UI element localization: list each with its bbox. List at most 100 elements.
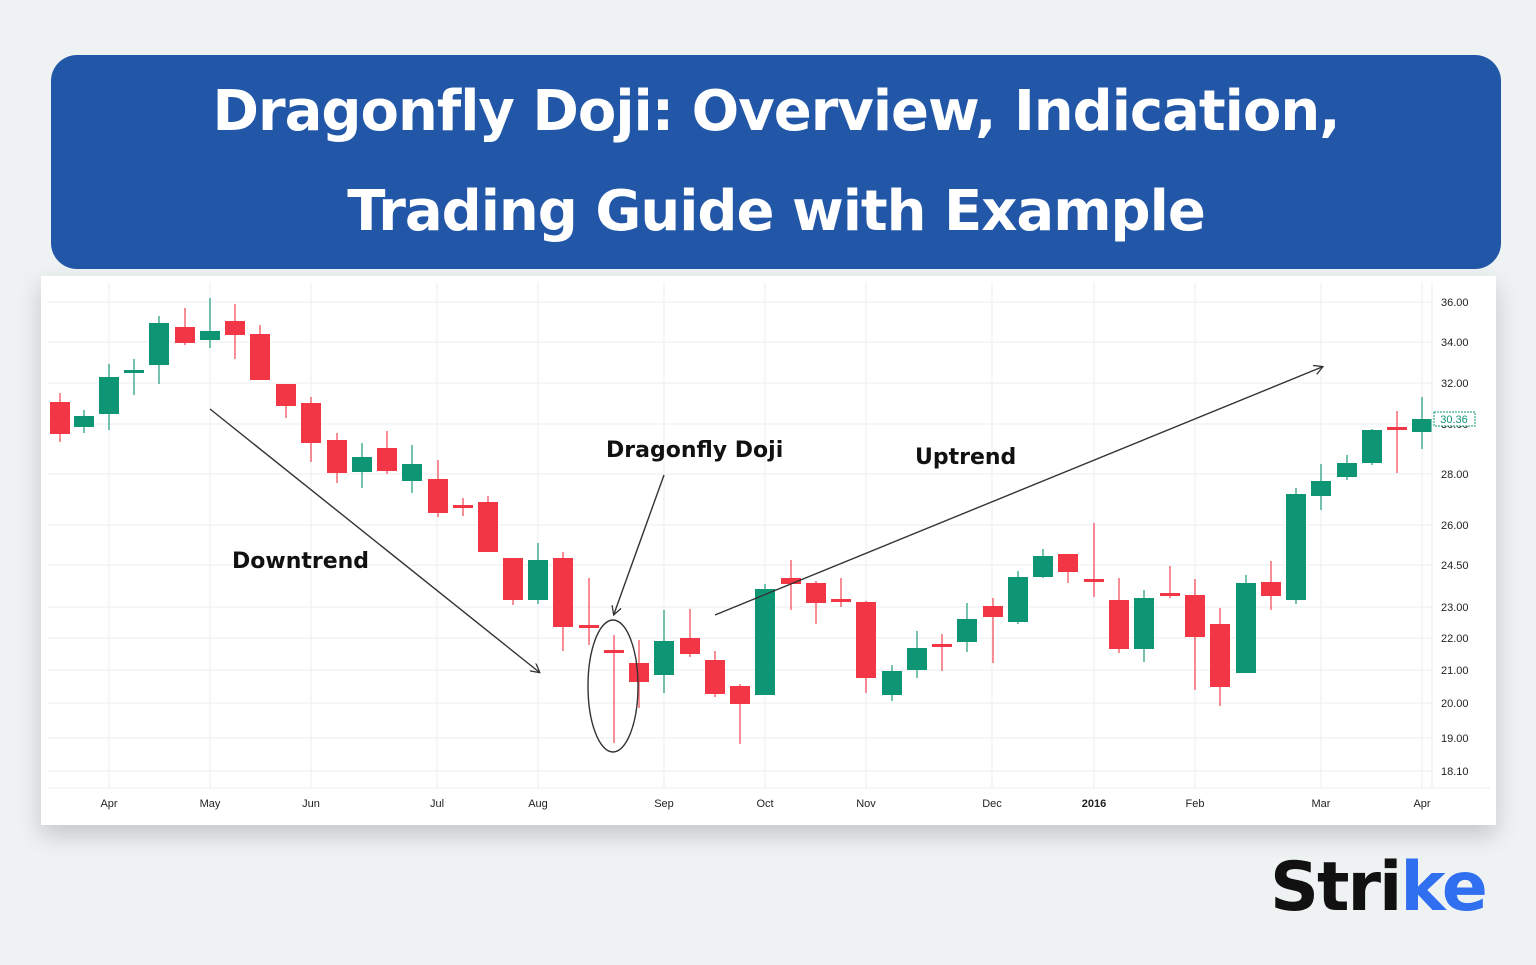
candle-body (428, 479, 448, 513)
candle-body (478, 502, 498, 552)
candle (276, 384, 296, 418)
logo-text: Stri (1270, 848, 1402, 927)
x-tick-label: Nov (856, 798, 876, 810)
y-tick-label: 22.00 (1441, 633, 1469, 645)
chart-card (41, 276, 1496, 825)
x-tick-label: Jul (430, 798, 444, 810)
candle (680, 609, 700, 657)
candle (1058, 554, 1078, 583)
candle (983, 598, 1003, 663)
candle (1286, 488, 1306, 604)
candle (1412, 397, 1432, 449)
candle-body (755, 589, 775, 695)
candle (654, 610, 674, 693)
x-tick-label: Dec (982, 798, 1002, 810)
candle-body (1008, 577, 1028, 622)
candle (1033, 549, 1053, 578)
candle (1236, 575, 1256, 673)
candle-body (629, 663, 649, 682)
candle-body (932, 644, 952, 647)
candle-body (1033, 556, 1053, 577)
candle-body (1311, 481, 1331, 496)
y-tick-label: 21.00 (1441, 665, 1469, 677)
candle (250, 325, 270, 380)
x-tick-label: Apr (1413, 798, 1430, 810)
candle (528, 543, 548, 604)
candle-body (1412, 419, 1432, 432)
candles (50, 298, 1432, 744)
candle (1337, 455, 1357, 480)
candle (478, 496, 498, 552)
candle (579, 578, 599, 645)
candle (1109, 578, 1129, 653)
candle (50, 393, 70, 442)
candle (1362, 429, 1382, 465)
doji-highlight-ellipse (587, 619, 639, 753)
candle (1261, 561, 1281, 610)
candle-body (50, 402, 70, 434)
candle-body (453, 505, 473, 508)
candle-body (352, 457, 372, 472)
doji-pointer-arrow (614, 474, 665, 614)
candle-body (1210, 624, 1230, 687)
candle-body (1337, 463, 1357, 477)
candle-body (250, 334, 270, 380)
candle (503, 558, 523, 605)
candle (831, 578, 851, 607)
downtrend-arrow (209, 408, 539, 672)
candle (553, 552, 573, 651)
candle-body (1109, 600, 1129, 649)
candle (352, 443, 372, 488)
y-tick-label: 28.00 (1441, 469, 1469, 481)
last-price-box (1433, 411, 1476, 427)
x-tick-label: Sep (654, 798, 674, 810)
candle-body (200, 331, 220, 340)
candle (225, 304, 245, 359)
candle-body (99, 377, 119, 414)
x-tick-label: Aug (528, 798, 548, 810)
y-tick-label: 23.00 (1441, 602, 1469, 614)
axes: 36.0034.0032.0030.0028.0026.0024.5023.00… (48, 283, 1490, 810)
x-tick-label: Mar (1312, 798, 1331, 810)
candle (907, 631, 927, 678)
candle-body (301, 403, 321, 443)
candle-body (680, 638, 700, 654)
candle-body (74, 416, 94, 427)
candle-body (503, 558, 523, 600)
candle (1210, 608, 1230, 706)
candle-body (149, 323, 169, 365)
candle-body (1084, 579, 1104, 582)
y-tick-label: 26.00 (1441, 520, 1469, 532)
candle (705, 651, 725, 697)
candle (957, 603, 977, 652)
candle (856, 601, 876, 693)
candle (1311, 464, 1331, 510)
annotation-label: Dragonfly Doji (606, 438, 783, 463)
candle (402, 445, 422, 493)
candle (781, 560, 801, 610)
x-tick-label: Apr (100, 798, 117, 810)
candle (1185, 579, 1205, 690)
candle (1008, 571, 1028, 624)
candle (730, 684, 750, 744)
x-tick-label: Feb (1186, 798, 1205, 810)
candle (629, 640, 649, 708)
annotation-label: Downtrend (232, 549, 369, 574)
y-tick-label: 34.00 (1441, 337, 1469, 349)
candle-body (831, 599, 851, 602)
candle-body (1387, 427, 1407, 430)
candle-body (781, 578, 801, 584)
candle (604, 635, 624, 743)
candle (1160, 566, 1180, 598)
candle (428, 460, 448, 517)
candle (149, 316, 169, 384)
x-tick-label: Oct (756, 798, 773, 810)
strike-logo: Strike (1270, 848, 1488, 927)
candle-body (1185, 595, 1205, 637)
candle-body (124, 370, 144, 373)
candle-body (882, 671, 902, 695)
candle-body (327, 440, 347, 473)
candle (806, 581, 826, 624)
candle-body (1261, 582, 1281, 596)
candle (755, 584, 775, 695)
